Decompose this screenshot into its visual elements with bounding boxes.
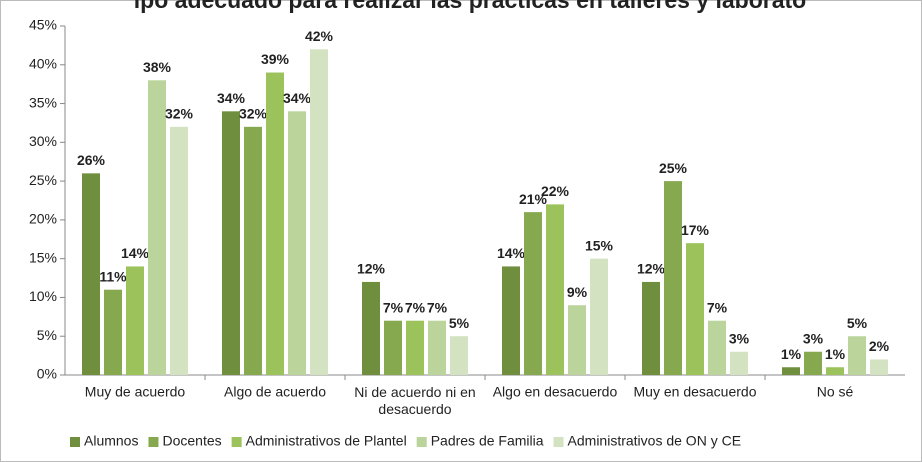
- value-label: 15%: [585, 237, 614, 253]
- bar: [384, 320, 402, 375]
- bar: [406, 320, 424, 375]
- chart-title: ipo adecuado para realizar las prácticas…: [134, 0, 806, 13]
- bar: [546, 204, 564, 375]
- bar: [244, 126, 262, 375]
- legend-label: Alumnos: [84, 433, 138, 449]
- value-label: 25%: [659, 160, 688, 176]
- bar: [428, 320, 446, 375]
- legend-label: Administrativos de Plantel: [246, 433, 407, 449]
- value-label: 32%: [239, 106, 268, 122]
- bar: [524, 212, 542, 375]
- legend-swatch: [70, 437, 80, 447]
- bar: [708, 320, 726, 375]
- value-label: 17%: [681, 222, 710, 238]
- value-label: 7%: [405, 299, 426, 315]
- legend-swatch: [553, 437, 564, 447]
- x-tick-label: Algo en desacuerdo: [493, 384, 618, 400]
- bar: [104, 289, 122, 375]
- value-label: 22%: [541, 183, 570, 199]
- bar: [266, 72, 284, 376]
- value-label: 2%: [869, 338, 890, 354]
- bar: [664, 181, 682, 375]
- bar: [730, 351, 748, 375]
- bar: [870, 359, 888, 375]
- bar: [568, 305, 586, 375]
- value-label: 12%: [637, 261, 666, 277]
- value-label: 12%: [357, 261, 386, 277]
- value-label: 7%: [383, 299, 404, 315]
- value-label: 1%: [781, 346, 802, 362]
- bar: [148, 80, 166, 376]
- value-label: 26%: [77, 152, 106, 168]
- y-tick-label: 20%: [29, 211, 57, 227]
- bar: [170, 126, 188, 375]
- y-tick-label: 40%: [29, 55, 57, 71]
- value-label: 14%: [497, 245, 526, 261]
- legend-swatch: [416, 437, 427, 447]
- bar: [826, 367, 844, 375]
- y-tick-label: 35%: [29, 94, 57, 110]
- legend-label: Administrativos de ON y CE: [568, 433, 742, 449]
- y-tick-label: 45%: [29, 17, 57, 33]
- bar: [804, 351, 822, 375]
- bar: [288, 111, 306, 376]
- y-tick-label: 25%: [29, 172, 57, 188]
- bar: [450, 336, 468, 375]
- y-tick-label: 0%: [37, 366, 57, 382]
- value-label: 1%: [825, 346, 846, 362]
- y-tick-label: 30%: [29, 133, 57, 149]
- bar: [126, 266, 144, 375]
- x-tick-label: Algo de acuerdo: [224, 384, 326, 400]
- value-label: 5%: [847, 315, 868, 331]
- bar: [848, 336, 866, 375]
- value-label: 3%: [729, 330, 750, 346]
- value-label: 14%: [121, 245, 150, 261]
- bar: [686, 243, 704, 375]
- value-label: 9%: [567, 284, 588, 300]
- value-label: 21%: [519, 191, 548, 207]
- value-label: 11%: [99, 268, 127, 284]
- value-label: 32%: [165, 106, 194, 122]
- value-label: 38%: [143, 59, 172, 75]
- value-label: 7%: [707, 299, 728, 315]
- value-label: 34%: [283, 90, 312, 106]
- x-tick-label: Muy en desacuerdo: [634, 384, 757, 400]
- bar: [590, 258, 608, 375]
- legend-swatch: [231, 437, 242, 447]
- value-label: 3%: [803, 330, 824, 346]
- bar: [82, 173, 100, 375]
- legend-label: Docentes: [162, 433, 221, 449]
- bar: [362, 281, 380, 375]
- x-tick-label: Ni de acuerdo ni en desacuerdo: [354, 384, 475, 417]
- legend-swatch: [148, 437, 159, 447]
- x-tick-label: No sé: [817, 384, 854, 400]
- bar: [502, 266, 520, 375]
- x-tick-label: Muy de acuerdo: [85, 384, 186, 400]
- y-tick-label: 15%: [29, 249, 57, 265]
- bar: [310, 49, 328, 376]
- legend-label: Padres de Familia: [431, 433, 544, 449]
- value-label: 7%: [427, 299, 448, 315]
- bar: [642, 281, 660, 375]
- bar: [222, 111, 240, 376]
- y-tick-label: 5%: [37, 327, 57, 343]
- bar: [782, 367, 800, 375]
- value-label: 34%: [217, 90, 246, 106]
- value-label: 5%: [449, 315, 470, 331]
- value-label: 39%: [261, 51, 290, 67]
- y-tick-label: 10%: [29, 288, 57, 304]
- value-label: 42%: [305, 28, 334, 44]
